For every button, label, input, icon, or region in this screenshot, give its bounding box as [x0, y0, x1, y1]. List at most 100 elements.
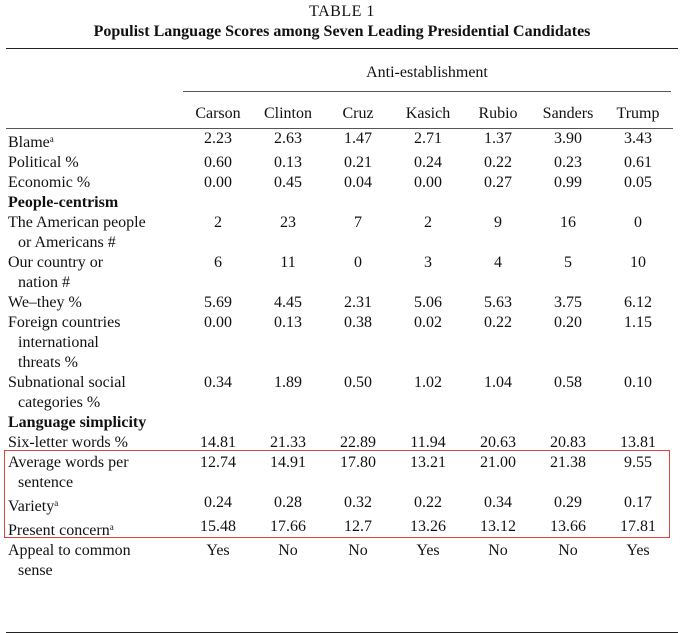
row-label-text: Economic %: [8, 174, 91, 191]
row-label-line: Our country or: [8, 253, 183, 273]
cell-sanders: 5: [564, 254, 572, 271]
cell-kasich: Yes: [416, 542, 440, 559]
row-label-text: Appeal to common: [8, 542, 131, 559]
row-label-line: Foreign countries: [8, 313, 183, 333]
table-row: Blamea 2.23 2.63 1.47 2.71 1.37 3.90 3.43: [6, 129, 673, 154]
table-row: The American people or Americans # 2 23 7 2 9 1…: [6, 213, 673, 253]
row-label-line: nation #: [8, 273, 183, 293]
cell-kasich: 0.00: [414, 174, 442, 191]
row-label-text: We–they %: [8, 294, 82, 311]
cell-kasich: 1.02: [414, 374, 442, 391]
table-row: Our country or nation # 6 11 0 3 4 5 10: [6, 253, 673, 293]
cell-rubio: 13.12: [480, 518, 516, 535]
row-label: Varietya: [6, 493, 183, 517]
cell-carson: 5.69: [204, 294, 232, 311]
top-rule: [6, 48, 678, 49]
cell-sanders: 20.83: [550, 434, 586, 451]
row-label-line: Six-letter words %: [8, 433, 183, 453]
header-sanders: Sanders: [533, 100, 603, 129]
cell-trump: 0: [634, 214, 642, 231]
cell-trump: Yes: [626, 542, 650, 559]
cell-rubio: 0.22: [484, 154, 512, 171]
table-caption: TABLE 1 Populist Language Scores among S…: [0, 0, 684, 42]
cell-kasich: 2: [424, 214, 432, 231]
row-label-line: sense: [8, 561, 183, 581]
cell-cruz: 0.50: [344, 374, 372, 391]
cell-cruz: 17.80: [340, 454, 376, 471]
section-header-row: People-centrism: [6, 193, 673, 213]
row-label: Blamea: [6, 129, 183, 154]
row-label-text: international: [18, 334, 99, 351]
cell-sanders: 21.38: [550, 454, 586, 471]
cell-carson: 0.24: [204, 494, 232, 511]
cell-trump: 10: [630, 254, 646, 271]
cell-kasich: 13.21: [410, 454, 446, 471]
cell-clinton: 0.13: [274, 154, 302, 171]
cell-carson: 14.81: [200, 434, 236, 451]
cell-trump: 0.10: [624, 374, 652, 391]
table-row: Foreign countries international threats % 0…: [6, 313, 673, 373]
cell-carson: 15.48: [200, 518, 236, 535]
cell-cruz: 0.38: [344, 314, 372, 331]
cell-cruz: 2.31: [344, 294, 372, 311]
table-row: Average words per sentence 12.74 14.91 17.80…: [6, 453, 673, 493]
cell-cruz: No: [348, 542, 368, 559]
cell-clinton: 2.63: [274, 130, 302, 147]
row-label: Present concerna: [6, 517, 183, 541]
table-body: Blamea 2.23 2.63 1.47 2.71 1.37 3.90 3.43 Politi…: [6, 129, 673, 582]
row-label-text: Subnational social: [8, 374, 126, 391]
cell-trump: 13.81: [620, 434, 656, 451]
cell-clinton: 0.45: [274, 174, 302, 191]
header-row: Carson Clinton Cruz Kasich Rubio Sanders…: [6, 100, 673, 129]
cell-rubio: 0.27: [484, 174, 512, 191]
cell-sanders: 16: [560, 214, 576, 231]
cell-kasich: 5.06: [414, 294, 442, 311]
row-label-text: Foreign countries: [8, 314, 121, 331]
row-label-line: threats %: [8, 353, 183, 373]
row-label-text: sentence: [18, 474, 74, 491]
row-label: Subnational social categories %: [6, 373, 183, 413]
row-label-text: categories %: [18, 394, 101, 411]
cell-sanders: 0.20: [554, 314, 582, 331]
header-clinton: Clinton: [253, 100, 323, 129]
cell-rubio: 20.63: [480, 434, 516, 451]
cell-sanders: 0.23: [554, 154, 582, 171]
row-label-line: sentence: [8, 473, 183, 493]
cell-trump: 9.55: [624, 454, 652, 471]
row-label-line: Subnational social: [8, 373, 183, 393]
cell-sanders: No: [558, 542, 578, 559]
row-label: The American people or Americans #: [6, 213, 183, 253]
cell-carson: 0.34: [204, 374, 232, 391]
footnote-mark: a: [109, 522, 114, 532]
row-label-line: Appeal to common: [8, 541, 183, 561]
cell-rubio: 21.00: [480, 454, 516, 471]
cell-kasich: 0.02: [414, 314, 442, 331]
row-label-text: Variety: [8, 498, 55, 515]
row-label-line: Blamea: [8, 129, 183, 153]
cell-kasich: 11.94: [410, 434, 446, 451]
row-label-line: Average words per: [8, 453, 183, 473]
section-label: People-centrism: [8, 194, 119, 211]
cell-trump: 17.81: [620, 518, 656, 535]
row-label-line: Economic %: [8, 173, 183, 193]
cell-clinton: 4.45: [274, 294, 302, 311]
row-label: We–they %: [6, 293, 183, 313]
table-row: Political % 0.60 0.13 0.21 0.24 0.22 0.23 0.61: [6, 153, 673, 173]
row-label-line: international: [8, 333, 183, 353]
cell-clinton: 1.89: [274, 374, 302, 391]
cell-kasich: 3: [424, 254, 432, 271]
cell-carson: 0.00: [204, 174, 232, 191]
cell-clinton: 0.28: [274, 494, 302, 511]
row-label-text: Six-letter words %: [8, 434, 128, 451]
cell-sanders: 13.66: [550, 518, 586, 535]
cell-carson: Yes: [206, 542, 230, 559]
cell-cruz: 0.32: [344, 494, 372, 511]
cell-carson: 12.74: [200, 454, 236, 471]
table-title: Populist Language Scores among Seven Lea…: [93, 23, 591, 40]
cell-rubio: No: [488, 542, 508, 559]
cell-cruz: 12.7: [344, 518, 372, 535]
column-group-rule: [183, 91, 671, 92]
cell-cruz: 0: [354, 254, 362, 271]
cell-kasich: 13.26: [410, 518, 446, 535]
